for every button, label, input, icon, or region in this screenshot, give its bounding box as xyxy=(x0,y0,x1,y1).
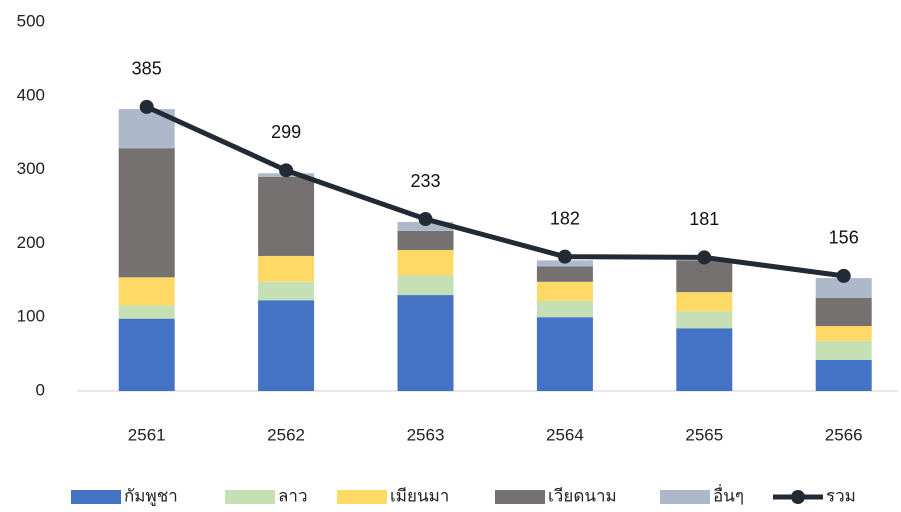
bar-segment xyxy=(815,326,872,341)
bar-segment xyxy=(536,266,593,282)
y-tick-label: 400 xyxy=(17,85,45,104)
bar-segment xyxy=(536,317,593,391)
bar-segment xyxy=(676,311,733,329)
legend-swatch xyxy=(495,490,545,504)
x-tick-label: 2562 xyxy=(267,425,305,444)
bar-segment xyxy=(676,292,733,312)
bar-segment xyxy=(397,250,454,276)
total-marker xyxy=(139,99,154,114)
bar-segment xyxy=(676,328,733,391)
bar-segment xyxy=(118,277,175,306)
legend-label: เวียดนาม xyxy=(548,486,617,505)
x-tick-label: 2564 xyxy=(546,425,584,444)
value-label: 182 xyxy=(550,208,580,228)
bar-segment xyxy=(397,295,454,391)
total-line xyxy=(145,104,845,279)
bar-segment xyxy=(815,298,872,327)
x-tick-label: 2563 xyxy=(407,425,445,444)
value-label: 299 xyxy=(271,122,301,142)
legend-swatch xyxy=(337,490,387,504)
bar-segment xyxy=(397,221,454,231)
y-tick-label: 300 xyxy=(17,159,45,178)
bar-segment xyxy=(258,255,315,282)
bar-segment xyxy=(258,300,315,391)
bar-segment xyxy=(536,281,593,301)
total-marker xyxy=(836,268,851,283)
bar-segment xyxy=(815,278,872,299)
total-marker xyxy=(279,163,294,178)
x-tick-label: 2566 xyxy=(825,425,863,444)
y-tick-label: 0 xyxy=(36,380,45,399)
bar-segment xyxy=(258,176,315,256)
y-tick-label: 100 xyxy=(17,307,45,326)
bar-segment xyxy=(815,360,872,391)
bar-segment xyxy=(258,281,315,301)
y-tick-label: 500 xyxy=(17,11,45,30)
value-label: 181 xyxy=(689,209,719,229)
legend-label: รวม xyxy=(826,486,856,505)
bar-segment xyxy=(118,148,175,278)
legend-label: กัมพูชา xyxy=(124,486,178,506)
x-tick-label: 2561 xyxy=(128,425,166,444)
bar-segment xyxy=(815,340,872,361)
x-tick-label: 2565 xyxy=(685,425,723,444)
legend-swatch xyxy=(71,490,121,504)
legend-label: อื่นๆ xyxy=(713,483,744,505)
legend-swatch xyxy=(660,490,710,504)
legend-label: ลาว xyxy=(278,486,308,505)
value-label: 233 xyxy=(410,171,440,191)
total-marker xyxy=(697,250,712,265)
bar-segment xyxy=(536,300,593,318)
y-tick-label: 200 xyxy=(17,233,45,252)
legend-marker xyxy=(791,490,805,504)
bar-segment xyxy=(397,230,454,251)
legend-swatch xyxy=(225,490,275,504)
value-label: 385 xyxy=(132,59,162,79)
bar-segment xyxy=(676,260,733,293)
value-label: 156 xyxy=(829,228,859,248)
total-marker xyxy=(418,212,433,227)
legend-label: เมียนมา xyxy=(390,486,449,505)
total-marker xyxy=(557,249,572,264)
bar-segment xyxy=(118,305,175,319)
bar-segment xyxy=(118,318,175,391)
bar-segment xyxy=(397,275,454,296)
